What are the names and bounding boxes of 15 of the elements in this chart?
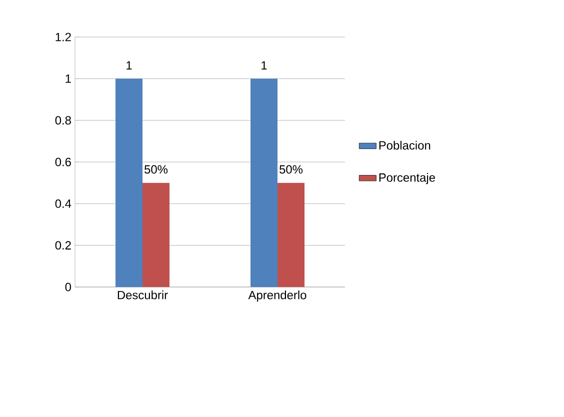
y-tick-label: 0.8	[55, 116, 71, 125]
data-label: 50%	[280, 165, 303, 174]
data-label: 50%	[144, 165, 168, 174]
y-tick-label: 0.4	[55, 199, 72, 208]
x-tick-label: Aprenderlo	[248, 290, 306, 302]
y-tick-label: 0	[65, 282, 72, 292]
y-tick-label: 0.2	[55, 241, 71, 250]
y-tick-label: 1.2	[56, 32, 71, 42]
y-tick-label: 1	[66, 74, 71, 83]
legend-label: Poblacion	[379, 140, 430, 150]
legend-label: Porcentaje	[379, 173, 435, 184]
data-label: 1	[262, 61, 267, 70]
y-tick-label: 0.6	[55, 158, 71, 166]
x-tick-label: Descubrir	[118, 290, 168, 300]
data-label: 1	[126, 61, 132, 70]
